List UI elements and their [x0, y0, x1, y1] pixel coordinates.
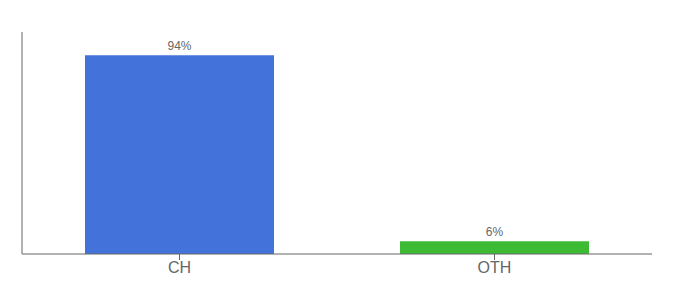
- svg-text:6%: 6%: [486, 225, 504, 239]
- svg-text:94%: 94%: [167, 39, 191, 53]
- svg-text:OTH: OTH: [478, 259, 512, 276]
- svg-text:CH: CH: [168, 259, 191, 276]
